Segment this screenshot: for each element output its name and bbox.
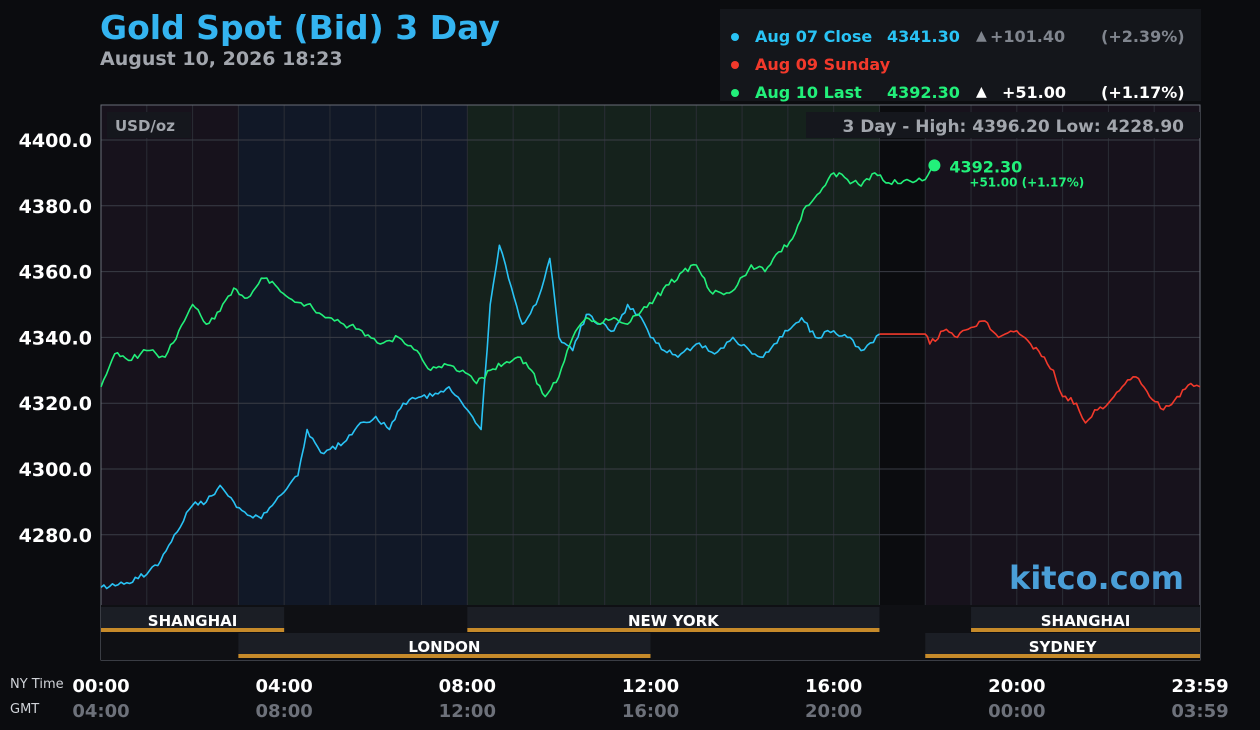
session-bar — [101, 607, 285, 629]
x-tick-ny-label: 00:00 — [72, 676, 129, 697]
legend-pct: (+2.39%) — [1101, 27, 1185, 46]
x-tick-gmt-label: 04:00 — [72, 701, 129, 722]
legend-value: 4392.30 — [887, 83, 960, 102]
chart-title: Gold Spot (Bid) 3 Day — [100, 8, 500, 47]
series-line-aug10 — [100, 164, 935, 398]
series-lines — [100, 164, 1201, 590]
session-bar — [238, 633, 651, 655]
session-bar-underline — [925, 654, 1200, 658]
session-band — [238, 105, 468, 605]
ny-time-label: NY Time — [10, 677, 64, 692]
series-line-aug09 — [879, 320, 1201, 424]
legend-row-aug07: Aug 07 Close 4341.30 ▲ +101.40 (+2.39%) — [720, 24, 1201, 50]
series-line-aug07 — [100, 244, 880, 590]
session-bar — [925, 633, 1200, 655]
y-tick-label: 4380.0 — [19, 196, 92, 218]
kitco-watermark: kitco.com — [1009, 559, 1184, 597]
session-bar-underline — [467, 628, 880, 632]
legend-dot-icon — [731, 61, 739, 69]
session-label: SHANGHAI — [1041, 612, 1131, 630]
session-label: SHANGHAI — [148, 612, 238, 630]
y-tick-label: 4400.0 — [19, 130, 92, 152]
y-tick-label: 4320.0 — [19, 393, 92, 415]
session-bar — [467, 607, 880, 629]
range-label: 3 Day - High: 4396.20 Low: 4228.90 — [842, 117, 1184, 137]
legend-change: +51.00 — [1002, 83, 1067, 102]
x-tick-gmt-label: 16:00 — [622, 701, 679, 722]
range-label-bg — [806, 112, 1200, 138]
x-tick-ny-label: 08:00 — [439, 676, 496, 697]
last-price-label: 4392.30 — [949, 157, 1022, 176]
session-bar-underline — [238, 654, 651, 658]
chart-timestamp: August 10, 2026 18:23 — [100, 48, 343, 70]
legend-row-aug10: Aug 10 Last 4392.30 ▲ +51.00 (+1.17%) — [720, 80, 1201, 106]
session-band — [101, 105, 239, 605]
x-tick-gmt-label: 00:00 — [988, 701, 1045, 722]
x-tick-ny-label: 12:00 — [622, 676, 679, 697]
x-tick-gmt-label: 03:59 — [1171, 701, 1228, 722]
session-bar — [971, 607, 1200, 629]
legend-label: Aug 10 Last — [755, 83, 862, 102]
legend-arrow-up-icon: ▲ — [976, 84, 987, 100]
x-tick-ny-label: 23:59 — [1171, 676, 1228, 697]
session-label: LONDON — [408, 638, 480, 656]
y-axis-ticks: 4400.0 4380.0 4360.0 4340.0 4320.0 4300.0 4280… — [19, 130, 92, 547]
y-tick-label: 4300.0 — [19, 459, 92, 481]
y-tick-label: 4280.0 — [19, 525, 92, 547]
legend-label: Aug 07 Close — [755, 27, 873, 46]
legend-pct: (+1.17%) — [1101, 83, 1185, 102]
x-tick-gmt-label: 20:00 — [805, 701, 862, 722]
session-label: NEW YORK — [628, 612, 720, 630]
grid-lines — [101, 105, 1200, 605]
x-tick-ny-label: 20:00 — [988, 676, 1045, 697]
legend-value: 4341.30 — [887, 27, 960, 46]
market-sessions: SHANGHAI SHANGHAI NEW YORK LONDON SYDNEY — [101, 605, 1200, 660]
x-tick-ny-label: 04:00 — [256, 676, 313, 697]
legend-dot-icon — [731, 89, 739, 97]
market-closed-band — [879, 105, 926, 660]
x-axis-ticks: 00:00 04:00 04:00 08:00 08:00 12:00 12:00 16:00… — [72, 676, 1228, 722]
legend-arrow-up-icon: ▲ — [976, 28, 987, 44]
legend-dot-icon — [731, 33, 739, 41]
unit-label-bg — [107, 112, 191, 138]
session-label: SYDNEY — [1029, 638, 1098, 656]
session-bar-underline — [101, 628, 285, 632]
unit-label: USD/oz — [115, 117, 175, 135]
legend-label: Aug 09 Sunday — [755, 55, 891, 74]
x-tick-gmt-label: 08:00 — [256, 701, 313, 722]
session-bar-underline — [971, 628, 1200, 632]
x-tick-gmt-label: 12:00 — [439, 701, 496, 722]
last-change-label: +51.00 (+1.17%) — [969, 175, 1084, 189]
legend-row-aug09: Aug 09 Sunday — [720, 52, 1201, 78]
y-tick-label: 4360.0 — [19, 262, 92, 284]
legend-box: Aug 07 Close 4341.30 ▲ +101.40 (+2.39%) … — [720, 9, 1201, 102]
y-tick-label: 4340.0 — [19, 327, 92, 349]
legend-change: +101.40 — [990, 27, 1066, 46]
last-price-marker — [928, 159, 941, 172]
gmt-label: GMT — [10, 702, 39, 717]
x-tick-ny-label: 16:00 — [805, 676, 862, 697]
